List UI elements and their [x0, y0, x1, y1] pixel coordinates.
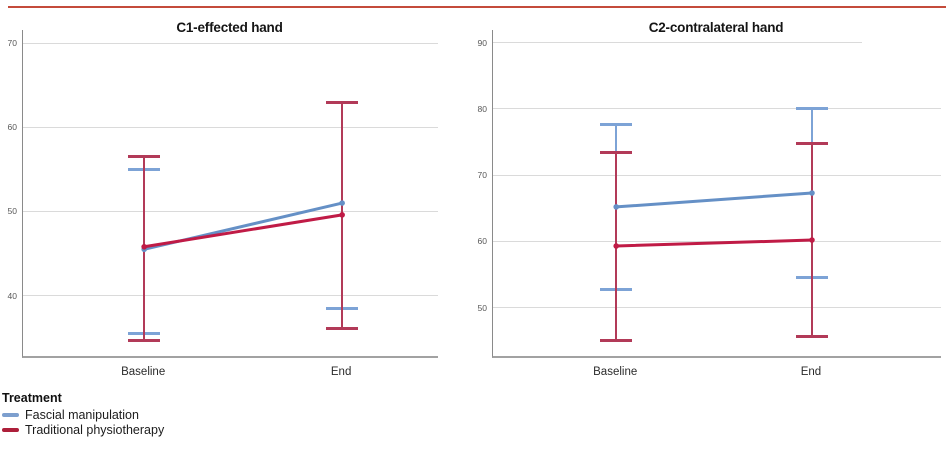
data-point-marker — [339, 200, 345, 206]
gridline — [493, 42, 862, 44]
x-axis-label: End — [800, 366, 822, 378]
data-point-marker — [613, 204, 619, 210]
error-bar-cap — [326, 100, 359, 104]
y-axis-tick-label: 60 — [7, 122, 17, 133]
legend-item-label: Traditional physiotherapy — [25, 423, 165, 437]
y-axis-tick-label: 60 — [477, 236, 487, 247]
y-axis-tick-label: 50 — [477, 302, 487, 313]
gridline — [493, 240, 941, 242]
data-point-marker — [613, 243, 619, 249]
gridline — [23, 42, 438, 44]
legend-swatch-blue — [2, 412, 19, 418]
error-bar-cap — [600, 151, 633, 155]
y-axis-tick-label: 50 — [7, 206, 17, 217]
chart-title: C2-contralateral hand — [648, 20, 784, 35]
error-bar-cap — [326, 326, 359, 330]
data-point-marker — [809, 190, 815, 196]
series-line-fascial-manipulation — [613, 190, 815, 210]
series-line-traditional-physiotherapy — [141, 212, 345, 250]
legend-title: Treatment — [2, 391, 62, 405]
plot-area — [22, 30, 438, 358]
y-axis-tick-label: 40 — [7, 290, 17, 301]
series-line-traditional-physiotherapy — [613, 237, 815, 249]
legend-item-traditional-physiotherapy: Traditional physiotherapy — [2, 423, 164, 437]
legend: Treatment Fascial manipulation Tradition… — [2, 391, 164, 438]
y-axis-tick-label: 80 — [477, 103, 487, 114]
plot-area — [492, 30, 941, 358]
gridline — [23, 295, 438, 296]
gridline — [493, 307, 941, 309]
error-bar-cap — [795, 107, 828, 111]
legend-swatch-red — [2, 427, 19, 433]
gridline — [23, 210, 438, 212]
error-bar-cap — [600, 339, 633, 343]
error-bar-cap — [128, 338, 161, 342]
error-bar-cap — [795, 142, 828, 146]
data-point-marker — [141, 243, 147, 250]
error-bar-cap — [128, 154, 161, 158]
legend-item-fascial-manipulation: Fascial manipulation — [2, 408, 164, 422]
data-point-marker — [809, 237, 815, 243]
gridline — [493, 108, 941, 110]
y-axis-tick-label: 70 — [477, 170, 487, 181]
chart-c1-effected-hand: C1-effected hand 40 50 60 70 Baseline End — [0, 14, 475, 394]
x-axis-label: Baseline — [121, 366, 166, 378]
error-bar-cap — [600, 122, 633, 126]
gridline — [23, 126, 438, 128]
chart-c2-contralateral-hand: C2-contralateral hand 50 60 70 80 90 Baseline… — [475, 14, 951, 394]
legend-item-label: Fascial manipulation — [25, 408, 139, 422]
x-axis-label: Baseline — [593, 366, 638, 378]
chart-title: C1-effected hand — [176, 20, 283, 35]
y-axis-tick-label: 70 — [7, 38, 17, 49]
gridline — [493, 174, 941, 176]
x-axis-label: End — [330, 366, 352, 378]
error-bar-cap — [795, 334, 828, 338]
top-rule — [8, 6, 946, 8]
data-point-marker — [339, 212, 345, 218]
y-axis-tick-label: 90 — [477, 37, 487, 48]
